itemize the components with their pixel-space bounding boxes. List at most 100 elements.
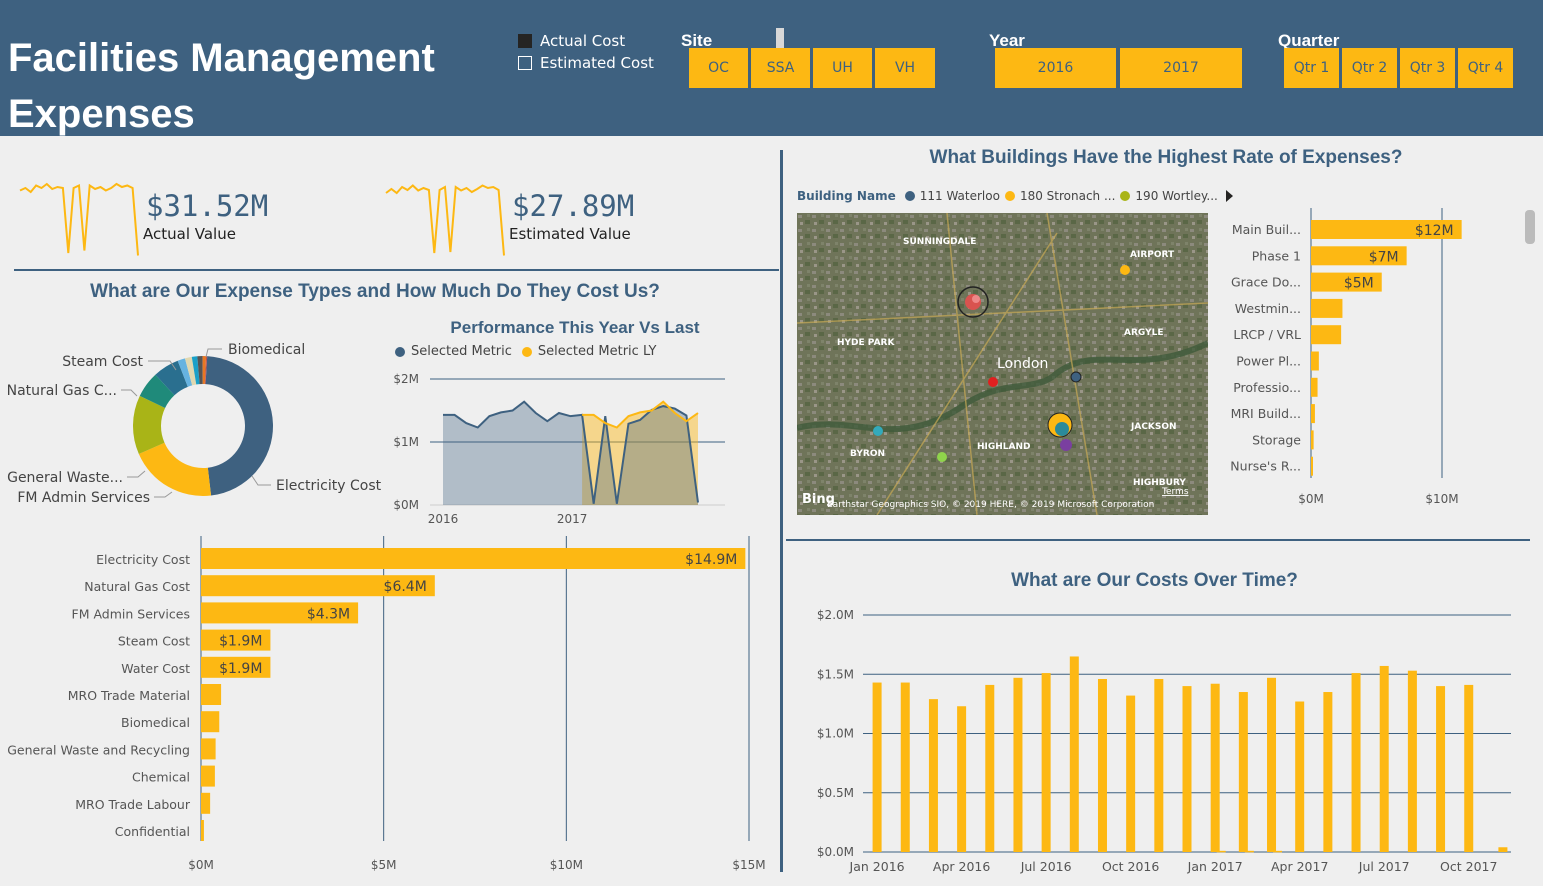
expense-types-title: What are Our Expense Types and How Much … xyxy=(90,281,660,302)
bar[interactable] xyxy=(1273,850,1283,853)
bar[interactable] xyxy=(201,575,435,597)
bar[interactable] xyxy=(1323,692,1333,852)
year-button-2016[interactable]: 2016 xyxy=(995,48,1116,88)
site-button-oc[interactable]: OC xyxy=(689,48,748,88)
x-tick-label: $0M xyxy=(188,858,214,872)
bar[interactable] xyxy=(201,711,220,733)
bar[interactable] xyxy=(928,699,938,852)
map-marker[interactable] xyxy=(1120,265,1130,275)
bar[interactable] xyxy=(1311,298,1343,318)
bar[interactable] xyxy=(957,706,967,852)
legend-estimated-cost[interactable]: Estimated Cost xyxy=(518,54,654,72)
donut-slice[interactable] xyxy=(197,356,203,385)
y-tick-label: $0.5M xyxy=(817,786,854,800)
performance-legend: Selected Metric Selected Metric LY xyxy=(395,344,656,359)
bar[interactable] xyxy=(1311,272,1382,292)
map-marker[interactable] xyxy=(1055,422,1069,436)
map-terms-link[interactable]: Terms xyxy=(1161,487,1189,497)
site-button-uh[interactable]: UH xyxy=(813,48,872,88)
year-button-2017[interactable]: 2017 xyxy=(1120,48,1242,88)
bar[interactable] xyxy=(1436,686,1446,852)
bar[interactable] xyxy=(201,765,215,787)
bar[interactable] xyxy=(201,629,271,651)
quarter-button-3[interactable]: Qtr 3 xyxy=(1400,48,1455,88)
slicer-scroll-handle[interactable] xyxy=(776,28,784,48)
map-marker[interactable] xyxy=(1060,439,1072,451)
bar[interactable] xyxy=(1126,695,1136,852)
bar[interactable] xyxy=(1407,670,1417,852)
bar-data-label: $1.9M xyxy=(219,634,262,650)
donut-callout-label: FM Admin Services xyxy=(17,490,150,506)
bar[interactable] xyxy=(872,682,882,852)
map-markers[interactable] xyxy=(873,265,1130,462)
donut-slice[interactable] xyxy=(205,356,274,496)
donut-slice[interactable] xyxy=(133,395,166,455)
bar[interactable] xyxy=(1311,377,1318,397)
bar[interactable] xyxy=(1351,673,1361,852)
bar[interactable] xyxy=(1311,404,1315,424)
site-button-vh[interactable]: VH xyxy=(875,48,935,88)
bar[interactable] xyxy=(985,684,995,852)
map-marker[interactable] xyxy=(873,426,883,436)
donut-slice[interactable] xyxy=(138,442,212,496)
bar[interactable] xyxy=(1041,673,1051,852)
bar[interactable] xyxy=(1238,692,1248,852)
bar[interactable] xyxy=(1216,850,1226,853)
bar-data-label: $6.4M xyxy=(384,579,427,595)
quarter-button-1[interactable]: Qtr 1 xyxy=(1284,48,1339,88)
donut-slice[interactable] xyxy=(139,374,175,408)
map-marker[interactable] xyxy=(972,295,980,303)
map-marker[interactable] xyxy=(937,452,947,462)
building-chart-scrollbar[interactable] xyxy=(1525,210,1535,244)
building-bar-chart: $0M $10M Main Buil... $12M Phase 1 $7M Grace D… xyxy=(1230,208,1462,506)
bar[interactable] xyxy=(1379,665,1389,852)
donut-slice[interactable] xyxy=(177,358,193,387)
bar[interactable] xyxy=(201,548,746,569)
bar[interactable] xyxy=(201,656,271,678)
bar[interactable] xyxy=(1498,847,1508,852)
donut-slice[interactable] xyxy=(155,360,188,396)
buildings-map[interactable]: SUNNINGDALE AIRPORT HYDE PARK ARGYLE Lon… xyxy=(797,213,1208,515)
bar[interactable] xyxy=(1311,325,1342,345)
bar[interactable] xyxy=(1311,246,1407,266)
donut-slice[interactable] xyxy=(204,356,208,385)
bar[interactable] xyxy=(201,602,359,624)
bar[interactable] xyxy=(1464,684,1474,852)
bar[interactable] xyxy=(900,682,910,852)
quarter-button-2[interactable]: Qtr 2 xyxy=(1342,48,1397,88)
left-horizontal-divider xyxy=(14,269,779,271)
bar[interactable] xyxy=(201,820,204,841)
site-slicer-label: Site xyxy=(681,31,713,50)
bar[interactable] xyxy=(201,684,222,705)
bar[interactable] xyxy=(1013,677,1023,852)
legend-actual-cost[interactable]: Actual Cost xyxy=(518,32,625,50)
bar[interactable] xyxy=(201,738,216,760)
bar[interactable] xyxy=(1295,701,1305,852)
bar[interactable] xyxy=(1210,683,1220,852)
bar[interactable] xyxy=(1311,351,1319,371)
bar[interactable] xyxy=(1244,850,1254,853)
bar[interactable] xyxy=(1311,430,1314,450)
play-right-icon[interactable] xyxy=(1225,190,1233,202)
donut-slice[interactable] xyxy=(202,356,207,385)
bar[interactable] xyxy=(1311,220,1462,239)
donut-slice[interactable] xyxy=(191,356,200,385)
bar-category-label: Power Pl... xyxy=(1236,354,1301,369)
page-title: Facilities Management Expenses xyxy=(8,36,435,136)
bar[interactable] xyxy=(201,792,211,814)
bar[interactable] xyxy=(1267,677,1277,852)
x-tick-label: Jan 2017 xyxy=(1187,859,1243,874)
bar[interactable] xyxy=(1069,656,1079,852)
bar[interactable] xyxy=(1097,678,1107,852)
map-marker[interactable] xyxy=(1070,371,1082,383)
map-label: JACKSON xyxy=(1130,422,1177,432)
bar[interactable] xyxy=(1311,456,1313,476)
map-marker[interactable] xyxy=(988,377,998,387)
bar[interactable] xyxy=(1154,678,1164,852)
map-marker[interactable] xyxy=(957,286,989,318)
bar[interactable] xyxy=(1182,686,1192,852)
performance-legend-current: Selected Metric xyxy=(411,344,512,359)
donut-slice[interactable] xyxy=(184,356,197,386)
site-button-ssa[interactable]: SSA xyxy=(751,48,810,88)
quarter-button-4[interactable]: Qtr 4 xyxy=(1458,48,1513,88)
